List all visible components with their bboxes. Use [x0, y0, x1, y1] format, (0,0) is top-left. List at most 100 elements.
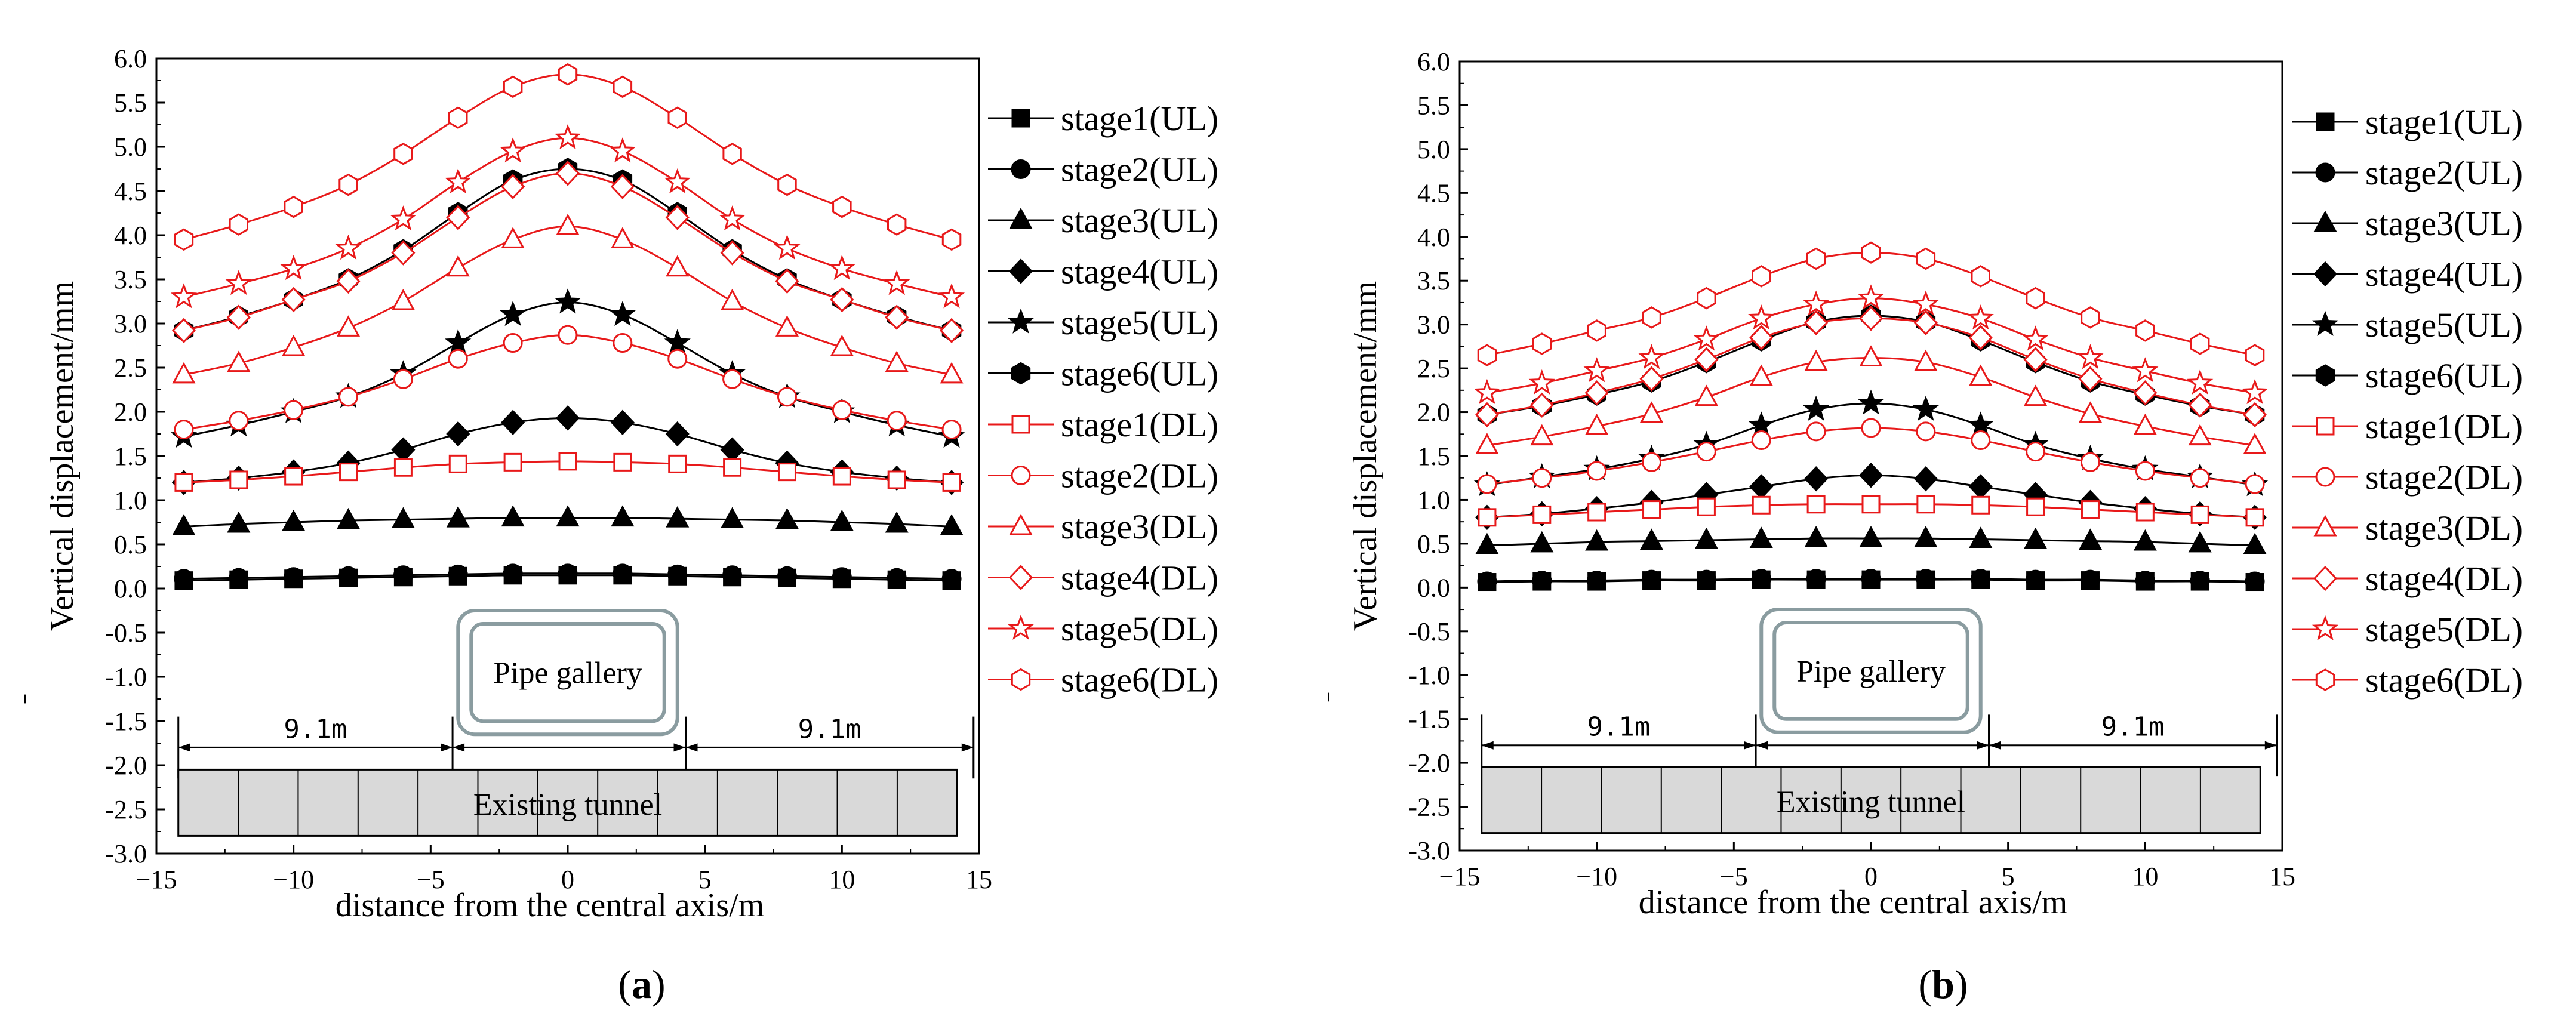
y-tick-label: 5.0 [1417, 135, 1450, 164]
y-tick-label: -2.5 [1408, 793, 1450, 822]
y-axis-title: Vertical displacement/mm [1347, 281, 1384, 631]
data-point [1642, 500, 1661, 519]
data-point [1475, 402, 1499, 428]
data-point [172, 362, 196, 384]
data-point [393, 565, 413, 586]
data-point [1696, 569, 1716, 590]
chart-panel-a: 6.0 5.5 5.0 4.5 4.0 3.5 3.0 2.5 2.0 1.5 1.0 0.5 0.0 -… [24, 44, 1218, 1007]
data-point [174, 569, 194, 589]
y-tick-label: 4.5 [114, 177, 147, 206]
data-point [1749, 325, 1774, 350]
data-point [1857, 389, 1885, 415]
data-point [558, 63, 578, 86]
data-point [720, 437, 744, 463]
pipe-gallery-label: Pipe gallery [493, 657, 642, 691]
data-point [1806, 495, 1826, 514]
legend-marker [2315, 467, 2335, 487]
data-point [1967, 411, 1994, 437]
data-point [554, 288, 581, 314]
legend-marker [2313, 565, 2338, 591]
y-tick-label: 0.0 [1417, 573, 1450, 602]
data-point [609, 137, 636, 163]
y-tick-label: 1.5 [1417, 442, 1450, 471]
x-tick-label: −5 [417, 865, 445, 894]
data-point [1971, 495, 1990, 514]
data-point [337, 315, 361, 337]
data-point [225, 270, 252, 295]
data-point [281, 286, 306, 313]
data-point [1587, 571, 1607, 591]
data-point [941, 569, 962, 589]
data-point [446, 421, 470, 447]
data-point [446, 205, 470, 230]
data-point [391, 507, 415, 529]
y-tick-label: -0.5 [105, 618, 147, 648]
data-point [720, 240, 744, 266]
data-point [391, 437, 416, 463]
legend-label: stage4(DL) [1061, 559, 1218, 597]
data-point [391, 288, 415, 310]
data-point [501, 409, 525, 435]
data-point [830, 334, 854, 356]
y-tick-label: 5.5 [1417, 91, 1450, 120]
dimension-arrowhead [1977, 741, 1989, 750]
data-point [609, 300, 636, 326]
chart-panel-b: 6.0 5.5 5.0 4.5 4.0 3.5 3.0 2.5 2.0 1.5 1.0 0.5 0.0 -… [1328, 47, 2523, 1007]
data-point [172, 514, 196, 535]
legend-item: stage2(UL) [2292, 153, 2523, 192]
series-stage3dl [172, 214, 964, 384]
y-tick-label: 2.0 [1417, 398, 1450, 427]
x-tick-label: 10 [2132, 862, 2158, 891]
data-point [335, 234, 362, 260]
data-point [2081, 306, 2100, 329]
dimension-arrowhead [685, 743, 698, 752]
data-point [2080, 452, 2100, 472]
existing-tunnel [177, 768, 958, 837]
legend-marker [2315, 364, 2335, 387]
structure-diagram: Pipe gallery 9.1m 9.1m Existing tunnel [177, 609, 975, 837]
data-point [887, 470, 906, 489]
data-point [171, 318, 196, 344]
data-point [1751, 430, 1771, 451]
data-point [1968, 325, 1993, 350]
data-point [832, 467, 851, 486]
data-point [448, 349, 468, 369]
data-point [448, 564, 468, 584]
data-point [885, 511, 909, 533]
data-point [938, 283, 965, 309]
data-point [2078, 401, 2102, 423]
data-point [1916, 247, 1936, 270]
data-point [1969, 526, 1993, 549]
legend-marker [2312, 615, 2339, 640]
data-point [556, 214, 580, 235]
dimension-arrowhead [2264, 741, 2277, 750]
dimension-arrowhead [178, 743, 190, 752]
legend-label: stage6(DL) [1061, 661, 1218, 700]
data-point [2133, 413, 2157, 435]
data-point [940, 362, 964, 384]
data-point [2190, 571, 2210, 591]
data-point [1752, 495, 1771, 514]
data-point [1971, 265, 1990, 288]
y-tick-label: 3.5 [1417, 266, 1450, 295]
data-point [2077, 344, 2104, 369]
legend-item: stage4(DL) [2292, 559, 2523, 598]
data-point [446, 506, 470, 528]
data-point [1477, 344, 1497, 366]
data-point [613, 333, 633, 353]
data-point [1640, 401, 1664, 423]
x-tick-label: 5 [698, 865, 712, 894]
data-point [1749, 474, 1774, 500]
data-point [610, 409, 635, 435]
legend: stage1(UL) stage2(UL) stage3(UL) stage4(UL)… [2292, 103, 2523, 700]
data-point [665, 205, 690, 230]
y-tick-label: 3.0 [114, 309, 147, 338]
data-point [1585, 529, 1609, 551]
series-stage4dl [1475, 306, 2267, 428]
legend-label: stage2(UL) [2365, 153, 2523, 192]
dimension-arrowhead [1744, 741, 1756, 750]
legend-label: stage3(DL) [1061, 507, 1218, 546]
data-point [1914, 525, 1938, 547]
legend-item: stage4(DL) [988, 559, 1218, 597]
data-point [338, 566, 359, 586]
